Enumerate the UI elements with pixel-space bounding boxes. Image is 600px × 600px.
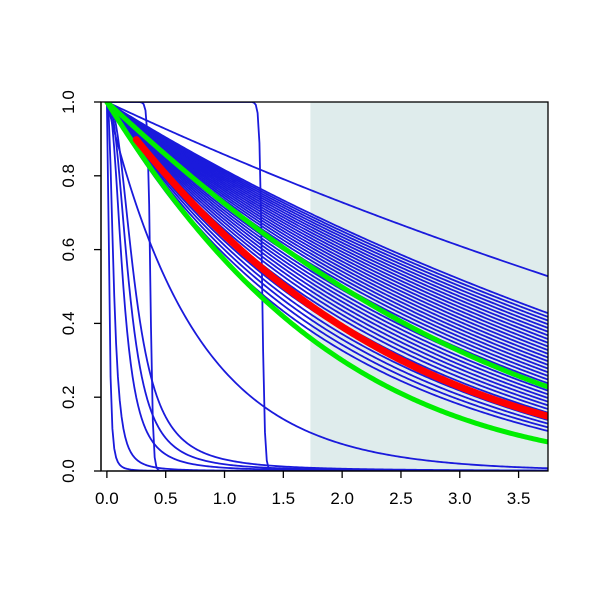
y-tick-label: 0.0 — [59, 459, 78, 483]
blue-exponential-line — [105, 102, 548, 470]
blue-series-line — [105, 102, 548, 385]
blue-series-line — [105, 102, 548, 333]
series-group — [104, 102, 548, 471]
green-series-line — [104, 102, 548, 390]
x-tick-label: 1.0 — [213, 489, 237, 508]
plot-frame — [100, 101, 549, 472]
red-series-line — [132, 136, 548, 420]
blue-series-line — [105, 102, 548, 344]
x-tick-label: 2.5 — [389, 489, 413, 508]
blue-series-line — [105, 102, 548, 318]
y-tick-label: 0.8 — [59, 164, 78, 188]
ticks: 0.0 0.5 1.0 1.5 2.0 2.5 3.0 3.5 0.0 0.2 0.4 0.6 0.8 1… — [59, 90, 530, 508]
y-tick-label: 1.0 — [59, 90, 78, 114]
plot-area — [104, 102, 548, 471]
blue-series-line — [105, 102, 548, 340]
blue-series-line — [105, 102, 548, 329]
green-series-line — [104, 102, 548, 445]
axes — [100, 101, 549, 472]
x-tick-label: 3.5 — [507, 489, 531, 508]
blue-series-line — [105, 102, 548, 363]
blue-series-line — [105, 102, 548, 399]
blue-series-line — [105, 102, 548, 278]
blue-series-line — [105, 102, 548, 322]
blue-series-line — [105, 102, 548, 392]
blue-series-line — [105, 102, 548, 425]
x-tick-label: 2.0 — [330, 489, 354, 508]
x-tick-label: 0.5 — [154, 489, 178, 508]
blue-series-line — [105, 102, 548, 315]
blue-series-line — [105, 102, 548, 348]
blue-series-line — [105, 102, 548, 337]
y-tick-label: 0.2 — [59, 385, 78, 409]
blue-series-line — [105, 102, 548, 403]
x-tick-label: 3.0 — [448, 489, 472, 508]
x-tick-label: 0.0 — [95, 489, 119, 508]
y-tick-label: 0.6 — [59, 238, 78, 262]
blue-series-line — [105, 102, 548, 359]
y-tick-label: 0.4 — [59, 312, 78, 336]
blue-series-line — [105, 102, 548, 352]
x-tick-label: 1.5 — [272, 489, 296, 508]
blue-series-line — [105, 102, 548, 396]
blue-series-line — [105, 102, 548, 355]
blue-series-line — [105, 102, 548, 326]
